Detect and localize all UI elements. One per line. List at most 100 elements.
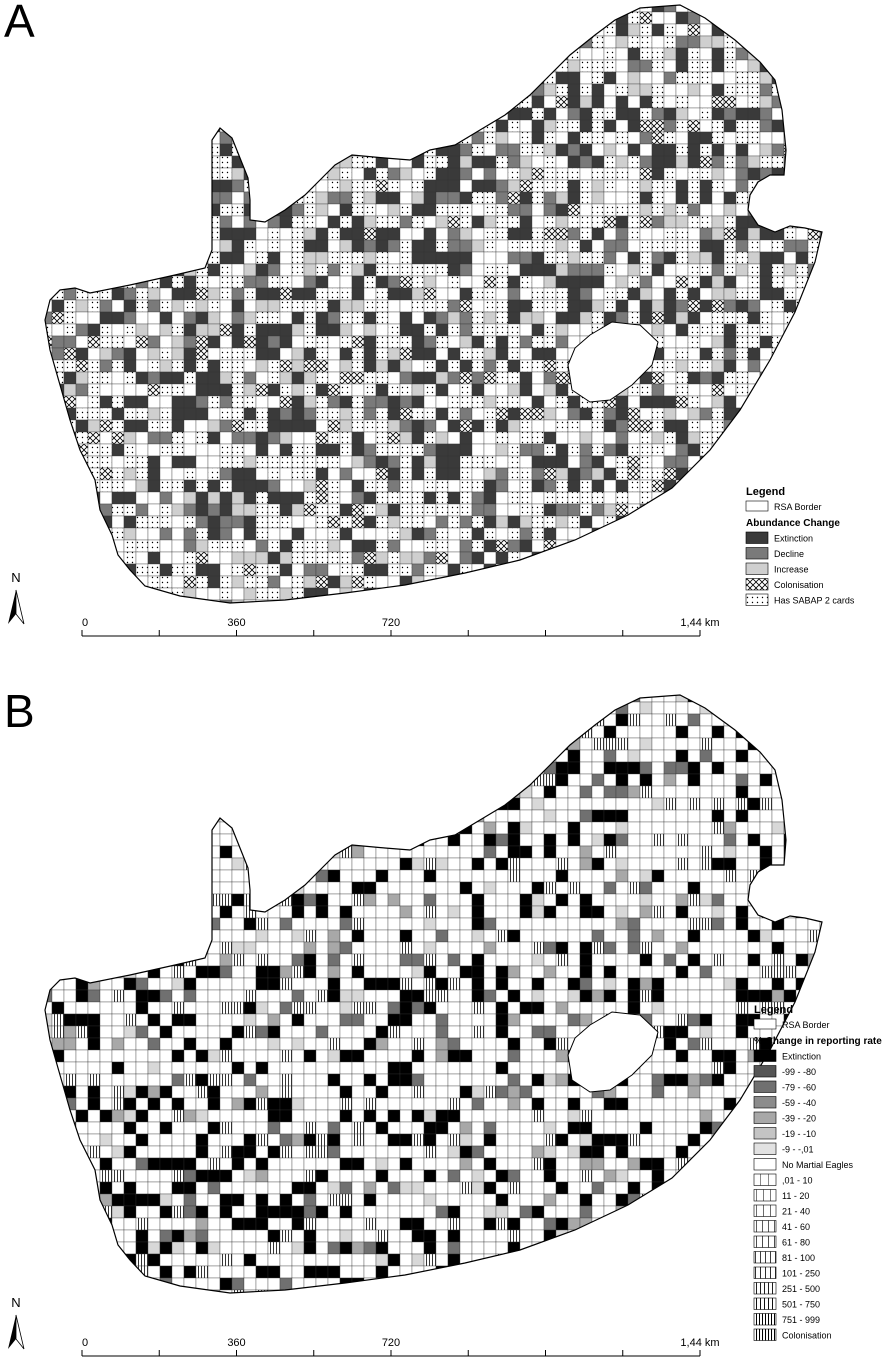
grid-cell [687, 323, 701, 337]
grid-cell [519, 953, 533, 967]
grid-cell [519, 203, 533, 217]
grid-cell [327, 71, 341, 85]
grid-cell [819, 287, 822, 301]
grid-cell [687, 443, 701, 457]
grid-cell [45, 869, 53, 883]
grid-cell [783, 107, 797, 121]
grid-cell [495, 239, 509, 253]
grid-cell [327, 539, 341, 553]
grid-cell [99, 323, 113, 337]
grid-cell [435, 929, 449, 943]
grid-cell [483, 857, 497, 871]
grid-cell [303, 797, 317, 811]
grid-cell [75, 527, 89, 541]
grid-cell [651, 797, 665, 811]
grid-cell [699, 407, 713, 421]
grid-cell [111, 737, 125, 751]
grid-cell [531, 251, 545, 265]
grid-cell [267, 599, 281, 603]
grid-cell [699, 239, 713, 253]
grid-cell [243, 695, 257, 703]
grid-cell [675, 953, 689, 967]
grid-cell [183, 275, 197, 289]
grid-cell [543, 155, 557, 169]
grid-cell [495, 713, 509, 727]
grid-cell [243, 701, 257, 715]
grid-cell [123, 737, 137, 751]
grid-cell [532, 612, 544, 624]
grid-cell [459, 785, 473, 799]
grid-cell [495, 953, 509, 967]
grid-cell [279, 737, 293, 751]
grid-cell [63, 23, 77, 37]
grid-cell [375, 455, 389, 469]
grid-cell [543, 797, 557, 811]
grid-cell [807, 737, 821, 751]
grid-cell [303, 503, 317, 517]
grid-cell [603, 563, 617, 577]
grid-cell [507, 881, 521, 895]
grid-cell [279, 443, 293, 457]
grid-cell [603, 23, 617, 37]
grid-cell [219, 503, 233, 517]
grid-cell [147, 5, 161, 13]
grid-cell [327, 275, 341, 289]
grid-cell [159, 119, 173, 133]
grid-cell [195, 311, 209, 325]
grid-cell [375, 563, 389, 577]
grid-cell [819, 761, 822, 775]
grid-cell [279, 929, 293, 943]
grid-cell [423, 239, 437, 253]
grid-cell [363, 215, 377, 229]
grid-cell [363, 881, 377, 895]
grid-cell [99, 773, 113, 787]
grid-cell [687, 191, 701, 205]
grid-cell [483, 143, 497, 157]
grid-cell [111, 701, 125, 715]
grid-cell [735, 797, 749, 811]
grid-cell [591, 857, 605, 871]
grid-cell [651, 785, 665, 799]
grid-cell [351, 275, 365, 289]
grid-cell [51, 965, 65, 979]
grid-cell [507, 905, 521, 919]
grid-cell [435, 47, 449, 61]
grid-cell [363, 191, 377, 205]
grid-cell [555, 845, 569, 859]
grid-cell [507, 323, 521, 337]
grid-cell [651, 917, 665, 931]
grid-cell [711, 737, 725, 751]
grid-cell [663, 155, 677, 169]
grid-cell [723, 551, 737, 565]
grid-cell [459, 713, 473, 727]
grid-cell [159, 203, 173, 217]
grid-cell [159, 59, 173, 73]
grid-cell [423, 695, 437, 703]
grid-cell [87, 179, 101, 193]
grid-cell [531, 227, 545, 241]
grid-cell [687, 515, 701, 529]
grid-cell [711, 563, 725, 577]
grid-cell [675, 227, 689, 241]
grid-cell [399, 395, 413, 409]
grid-cell [699, 287, 713, 301]
grid-cell [651, 395, 665, 409]
grid-cell [315, 587, 329, 601]
grid-cell [819, 737, 822, 751]
grid-cell [447, 251, 461, 265]
grid-cell [231, 299, 245, 313]
grid-cell [45, 395, 53, 409]
grid-cell [759, 419, 773, 433]
grid-cell [411, 491, 425, 505]
grid-cell [315, 11, 329, 25]
grid-cell [723, 953, 737, 967]
grid-cell [351, 371, 365, 385]
grid-cell [279, 431, 293, 445]
grid-cell [387, 773, 401, 787]
grid-cell [795, 275, 809, 289]
grid-cell [519, 131, 533, 145]
grid-cell [51, 809, 65, 823]
grid-cell [519, 527, 533, 541]
grid-cell [147, 119, 161, 133]
grid-cell [555, 893, 569, 907]
